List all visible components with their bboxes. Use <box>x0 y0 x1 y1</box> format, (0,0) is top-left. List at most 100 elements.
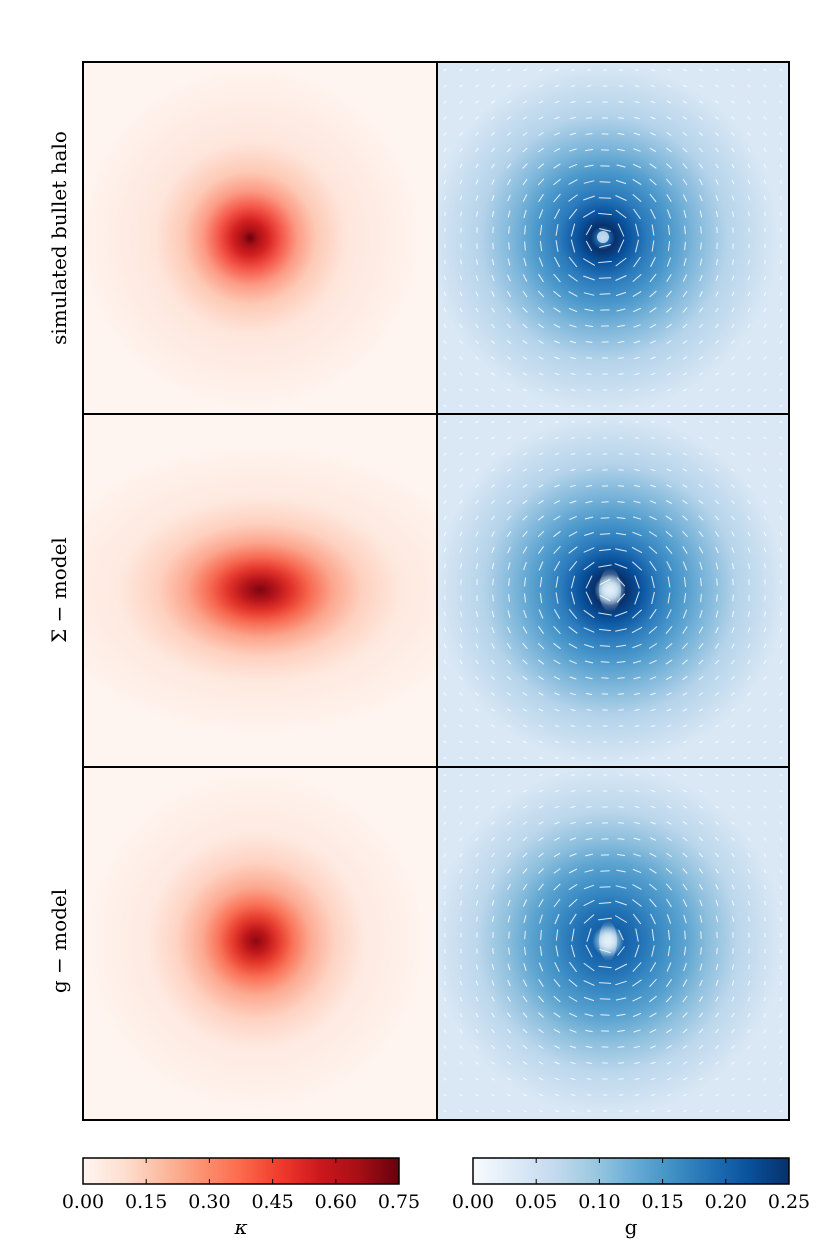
shear-whisker <box>443 627 447 633</box>
kappa-colorbar-tick-label: 0.75 <box>378 1191 420 1213</box>
shear-whisker <box>747 1012 751 1018</box>
shear-whisker <box>731 789 735 793</box>
g-colorbar-tick-label: 0.00 <box>452 1191 494 1213</box>
shear-whisker <box>634 100 640 104</box>
shear-whisker <box>475 116 479 120</box>
shear-whisker <box>698 163 704 169</box>
shear-whisker <box>506 643 512 649</box>
shear-whisker <box>538 1093 544 1097</box>
shear-whisker <box>599 628 611 632</box>
shear-whisker <box>715 84 719 88</box>
shear-whisker <box>666 290 672 298</box>
shear-whisker <box>763 692 767 696</box>
shear-whisker <box>506 290 512 298</box>
shear-whisker <box>523 68 527 72</box>
shear-whisker <box>460 563 462 569</box>
shear-whisker <box>491 868 495 874</box>
shear-whisker <box>459 853 463 857</box>
shear-whisker <box>508 578 510 586</box>
shear-whisker <box>779 821 783 825</box>
shear-whisker <box>554 484 560 488</box>
shear-whisker <box>507 610 511 618</box>
shear-whisker <box>632 194 642 202</box>
shear-whisker <box>443 116 447 120</box>
shear-whisker <box>491 900 495 906</box>
shear-whisker <box>491 531 495 537</box>
shear-whisker <box>475 84 479 88</box>
shear-whisker <box>522 868 528 874</box>
shear-whisker <box>747 563 751 569</box>
shear-whisker <box>747 789 751 793</box>
shear-whisker <box>460 964 462 970</box>
shear-whisker <box>443 659 447 665</box>
shear-whisker <box>779 676 783 680</box>
shear-whisker <box>538 1045 544 1049</box>
shear-whisker <box>682 995 688 1003</box>
shear-whisker <box>763 308 767 312</box>
shear-whisker <box>763 547 767 553</box>
shear-whisker <box>459 436 463 440</box>
shear-whisker <box>522 1077 528 1081</box>
shear-whisker <box>553 273 561 283</box>
shear-whisker <box>731 805 735 809</box>
shear-whisker <box>570 725 576 727</box>
shear-whisker <box>779 100 783 104</box>
shear-whisker <box>507 963 511 971</box>
shear-whisker <box>747 531 751 537</box>
shear-whisker <box>475 627 479 633</box>
shear-whisker <box>569 837 577 841</box>
shear-whisker <box>682 290 688 298</box>
shear-whisker <box>522 515 528 521</box>
shear-whisker <box>475 515 479 521</box>
shear-whisker <box>507 258 511 266</box>
shear-whisker <box>747 499 751 505</box>
shear-whisker <box>553 676 561 680</box>
shear-whisker <box>506 692 512 696</box>
shear-whisker <box>714 499 720 505</box>
shear-whisker <box>585 133 593 135</box>
shear-whisker <box>554 913 560 925</box>
shear-whisker <box>649 560 657 572</box>
shear-whisker <box>569 515 577 521</box>
shear-whisker <box>651 757 655 759</box>
shear-whisker <box>763 627 767 633</box>
shear-whisker <box>667 241 671 251</box>
shear-whisker <box>731 179 735 185</box>
shear-whisker <box>634 69 640 71</box>
shear-whisker <box>632 913 642 925</box>
shear-whisker <box>779 997 783 1001</box>
shear-whisker <box>475 100 479 104</box>
shear-whisker <box>491 740 495 744</box>
shear-whisker <box>715 626 719 634</box>
shear-whisker <box>491 356 495 360</box>
shear-whisker <box>570 1077 576 1081</box>
shear-whisker <box>585 341 593 343</box>
shear-whisker <box>583 609 595 619</box>
shear-whisker <box>568 996 578 1002</box>
shear-whisker <box>460 211 462 217</box>
shear-whisker <box>715 1077 719 1081</box>
shear-whisker <box>569 148 577 152</box>
shear-whisker <box>779 531 783 537</box>
shear-whisker <box>459 627 463 633</box>
shear-whisker <box>747 148 751 152</box>
shear-whisker <box>731 1028 735 1034</box>
shear-whisker <box>508 242 510 250</box>
shear-whisker <box>650 1045 656 1049</box>
shear-whisker <box>475 484 479 488</box>
shear-whisker <box>666 789 672 793</box>
shear-whisker <box>631 561 643 571</box>
shear-whisker <box>553 560 561 572</box>
shear-whisker <box>459 900 463 906</box>
shear-whisker <box>491 996 495 1002</box>
shear-whisker <box>522 178 528 186</box>
shear-whisker <box>554 1077 560 1081</box>
shear-whisker <box>634 389 640 391</box>
shear-whisker <box>570 575 576 589</box>
shear-whisker <box>568 643 578 649</box>
shear-whisker <box>698 340 704 344</box>
shear-whisker <box>780 260 782 264</box>
shear-whisker <box>522 356 528 360</box>
g-colorbar-tick-label: 0.10 <box>578 1191 620 1213</box>
shear-whisker <box>763 68 767 72</box>
